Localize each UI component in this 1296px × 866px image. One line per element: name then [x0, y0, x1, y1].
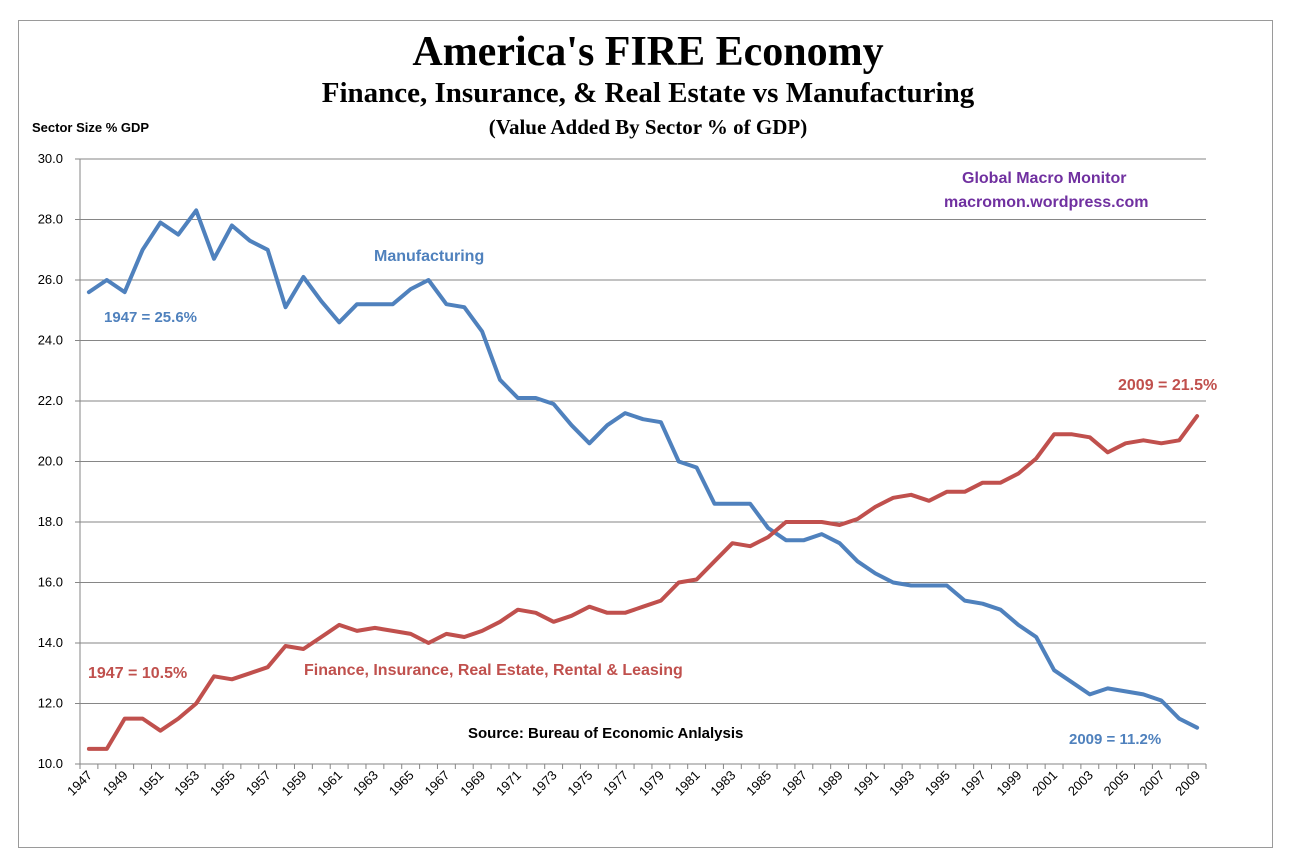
x-tick-label: 1975	[564, 768, 595, 799]
x-tick-label: 1995	[922, 768, 953, 799]
series-line-manufacturing	[86, 208, 1200, 730]
y-axis-label: Sector Size % GDP	[32, 120, 150, 135]
x-tick-label: 1953	[171, 768, 202, 799]
y-tick-label: 26.0	[38, 272, 63, 287]
x-tick-label: 1985	[743, 768, 774, 799]
series-line-fire	[86, 414, 1200, 751]
credit-line-2: macromon.wordpress.com	[944, 194, 1149, 211]
y-tick-label: 18.0	[38, 514, 63, 529]
y-tick-label: 28.0	[38, 212, 63, 227]
x-tick-label: 2001	[1029, 768, 1060, 799]
y-tick-label: 20.0	[38, 454, 63, 469]
x-tick-label: 1965	[386, 768, 417, 799]
x-tick-label: 2005	[1101, 768, 1132, 799]
x-tick-label: 2003	[1065, 768, 1096, 799]
x-tick-label: 1959	[278, 768, 309, 799]
chart-title: America's FIRE Economy	[412, 29, 884, 75]
x-tick-label: 1997	[958, 768, 989, 799]
x-tick-label: 2009	[1172, 768, 1203, 799]
x-tick-label: 1955	[207, 768, 238, 799]
x-tick-label: 1989	[815, 768, 846, 799]
chart-subtitle: Finance, Insurance, & Real Estate vs Man…	[321, 77, 975, 109]
x-tick-label: 1977	[600, 768, 631, 799]
x-tick-label: 1967	[421, 768, 452, 799]
x-tick-label: 1987	[779, 768, 810, 799]
manufacturing-end-annotation: 2009 = 11.2%	[1069, 731, 1162, 748]
y-tick-label: 14.0	[38, 635, 63, 650]
fire-series-label: Finance, Insurance, Real Estate, Rental …	[304, 662, 683, 679]
x-tick-label: 1981	[672, 768, 703, 799]
fire-end-annotation: 2009 = 21.5%	[1118, 377, 1218, 394]
x-tick-label: 1999	[993, 768, 1024, 799]
x-tick-label: 1973	[529, 768, 560, 799]
source-note: Source: Bureau of Economic Anlalysis	[468, 725, 744, 742]
x-tick-label: 1971	[493, 768, 524, 799]
x-tick-label: 1947	[64, 768, 95, 799]
x-tick-label: 1957	[243, 768, 274, 799]
y-tick-label: 22.0	[38, 393, 63, 408]
y-tick-label: 10.0	[38, 756, 63, 771]
x-tick-label: 2007	[1136, 768, 1167, 799]
y-tick-label: 16.0	[38, 575, 63, 590]
x-tick-label: 1951	[135, 768, 166, 799]
manufacturing-series-label: Manufacturing	[374, 248, 485, 265]
x-tick-label: 1963	[350, 768, 381, 799]
fire-start-annotation: 1947 = 10.5%	[88, 665, 188, 682]
manufacturing-start-annotation: 1947 = 25.6%	[104, 309, 197, 326]
x-tick-label: 1961	[314, 768, 345, 799]
y-tick-label: 12.0	[38, 696, 63, 711]
credit-line-1: Global Macro Monitor	[962, 170, 1127, 187]
x-tick-label: 1969	[457, 768, 488, 799]
x-tick-label: 1991	[850, 768, 881, 799]
chart-subtitle-secondary: (Value Added By Sector % of GDP)	[488, 115, 808, 139]
y-tick-label: 30.0	[38, 151, 63, 166]
x-tick-label: 1949	[100, 768, 131, 799]
x-tick-label: 1993	[886, 768, 917, 799]
x-tick-label: 1979	[636, 768, 667, 799]
x-tick-label: 1983	[707, 768, 738, 799]
y-tick-label: 24.0	[38, 333, 63, 348]
